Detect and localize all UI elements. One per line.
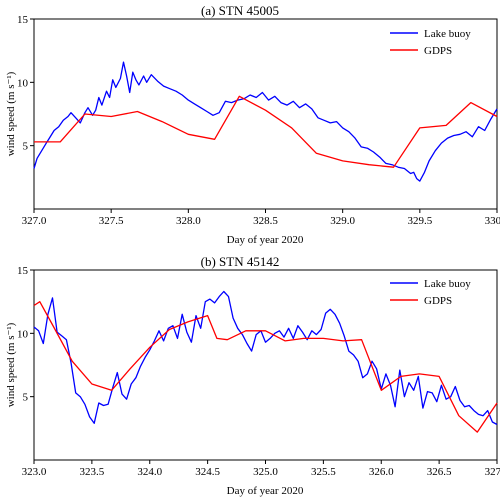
x-tick-label: 329.5 xyxy=(407,215,432,227)
legend-label-gdps: GDPS xyxy=(424,45,452,57)
y-axis-label: wind speed (m s⁻¹) xyxy=(5,322,17,407)
y-axis-label: wind speed (m s⁻¹) xyxy=(5,71,17,156)
x-tick-label: 328.0 xyxy=(176,215,201,227)
legend: Lake buoy GDPS xyxy=(390,28,471,57)
x-tick-label: 323.5 xyxy=(80,466,105,478)
x-tick-label: 327.5 xyxy=(99,215,124,227)
legend: Lake buoy GDPS xyxy=(390,278,471,307)
legend-label-gdps: GDPS xyxy=(424,295,452,307)
x-axis-label: Day of year 2020 xyxy=(227,485,304,497)
y-tick-label: 15 xyxy=(17,265,29,277)
y-tick-label: 15 xyxy=(17,14,29,26)
series-lines xyxy=(33,290,498,433)
tick-marks xyxy=(30,269,498,464)
y-tick-label: 10 xyxy=(17,77,29,89)
legend-label-lake-buoy: Lake buoy xyxy=(424,28,471,40)
chart-title: (b) STN 45142 xyxy=(201,254,280,269)
x-tick-label: 323.0 xyxy=(22,466,47,478)
y-tick-label: 10 xyxy=(17,328,29,340)
x-tick-label: 324.5 xyxy=(195,466,220,478)
y-tick-label: 5 xyxy=(23,141,29,153)
x-tick-label: 329.0 xyxy=(330,215,355,227)
series-line-lake-buoy xyxy=(33,61,498,182)
series-line-gdps xyxy=(33,301,498,433)
series-lines xyxy=(33,61,498,182)
x-axis-label: Day of year 2020 xyxy=(227,234,304,246)
x-tick-label: 327.0 xyxy=(485,466,500,478)
x-tick-label: 326.0 xyxy=(369,466,394,478)
x-tick-label: 326.5 xyxy=(427,466,452,478)
series-line-gdps xyxy=(34,95,498,168)
y-tick-label: 5 xyxy=(23,392,29,404)
tick-marks xyxy=(30,18,498,213)
x-tick-label: 327.0 xyxy=(22,215,47,227)
x-tick-label: 324.0 xyxy=(137,466,162,478)
x-tick-label: 328.5 xyxy=(253,215,278,227)
legend-label-lake-buoy: Lake buoy xyxy=(424,278,471,290)
tick-labels: 327.0 327.5 328.0 328.5 329.0 329.5 330.0 5 10 15 xyxy=(17,14,500,227)
chart-panel-a: (a) STN 45005 327.0 327.5 328.0 328.5 329.0 3… xyxy=(5,3,500,246)
chart-title: (a) STN 45005 xyxy=(201,3,279,18)
x-tick-label: 325.5 xyxy=(311,466,336,478)
chart-panel-b: (b) STN 45142 323.0 323.5 324.0 324.5 325.0 3… xyxy=(5,254,500,497)
x-tick-label: 325.0 xyxy=(253,466,278,478)
series-line-lake-buoy xyxy=(33,290,498,426)
x-tick-label: 330.0 xyxy=(485,215,500,227)
tick-labels: 323.0 323.5 324.0 324.5 325.0 325.5 326.0 326.5… xyxy=(17,265,500,478)
